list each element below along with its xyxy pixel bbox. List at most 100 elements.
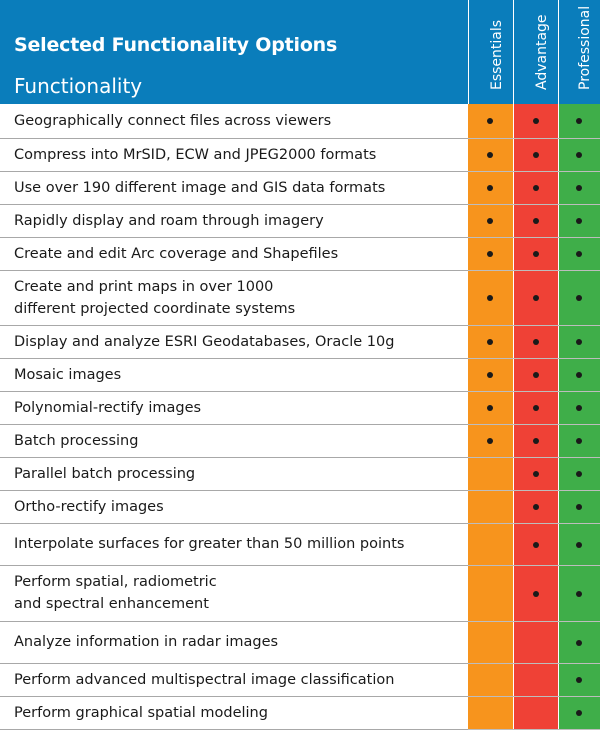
cell-professional [557, 204, 600, 238]
cell-advantage [512, 325, 558, 359]
table-row: Rapidly display and roam through imagery [0, 204, 600, 238]
cell-professional [557, 696, 600, 730]
table-row: Create and edit Arc coverage and Shapefi… [0, 237, 600, 271]
tier-label-advantage: Advantage [533, 14, 550, 90]
included-bullet-icon [532, 541, 539, 548]
cell-professional [557, 391, 600, 425]
included-bullet-icon [532, 218, 539, 224]
cell-professional [557, 270, 600, 326]
table-row: Polynomial-rectify images [0, 391, 600, 425]
included-bullet-icon [532, 590, 539, 597]
included-bullet-icon [576, 372, 583, 378]
table-row: Display and analyze ESRI Geodatabases, O… [0, 325, 600, 359]
table-header: Selected Functionality Options Functiona… [0, 0, 600, 104]
cell-essentials [468, 565, 513, 622]
table-row: Use over 190 different image and GIS dat… [0, 171, 600, 205]
included-bullet-icon [532, 405, 539, 411]
feature-label: Parallel batch processing [0, 457, 468, 491]
table-row: Batch processing [0, 424, 600, 458]
table-row: Mosaic images [0, 358, 600, 392]
feature-label: Perform spatial, radiometric and spectra… [0, 565, 468, 622]
cell-professional [557, 457, 600, 491]
header-title-cell: Selected Functionality Options Functiona… [0, 0, 469, 104]
included-bullet-icon [487, 218, 494, 224]
feature-label: Interpolate surfaces for greater than 50… [0, 523, 468, 566]
cell-essentials [468, 523, 513, 566]
cell-essentials [468, 104, 513, 139]
included-bullet-icon [532, 372, 539, 378]
cell-advantage [512, 565, 558, 622]
table-row: Ortho-rectify images [0, 490, 600, 524]
table-row: Interpolate surfaces for greater than 50… [0, 523, 600, 566]
included-bullet-icon [576, 185, 583, 191]
table-row: Create and print maps in over 1000 diffe… [0, 270, 600, 326]
included-bullet-icon [487, 295, 494, 301]
cell-advantage [512, 424, 558, 458]
cell-professional [557, 171, 600, 205]
cell-professional [557, 138, 600, 172]
cell-advantage [512, 104, 558, 139]
included-bullet-icon [576, 295, 583, 301]
cell-essentials [468, 424, 513, 458]
cell-professional [557, 490, 600, 524]
cell-essentials [468, 696, 513, 730]
cell-essentials [468, 457, 513, 491]
tier-header-professional: Professional [557, 0, 600, 104]
cell-advantage [512, 138, 558, 172]
cell-professional [557, 621, 600, 664]
cell-advantage [512, 358, 558, 392]
included-bullet-icon [576, 405, 583, 411]
feature-label: Geographically connect files across view… [0, 104, 468, 139]
cell-essentials [468, 621, 513, 664]
cell-advantage [512, 490, 558, 524]
feature-label: Compress into MrSID, ECW and JPEG2000 fo… [0, 138, 468, 172]
cell-advantage [512, 457, 558, 491]
feature-rows: Geographically connect files across view… [0, 104, 600, 730]
cell-advantage [512, 171, 558, 205]
table-row: Parallel batch processing [0, 457, 600, 491]
cell-advantage [512, 204, 558, 238]
feature-label: Display and analyze ESRI Geodatabases, O… [0, 325, 468, 359]
cell-professional [557, 104, 600, 139]
cell-professional [557, 424, 600, 458]
included-bullet-icon [532, 251, 539, 257]
cell-professional [557, 663, 600, 697]
cell-advantage [512, 621, 558, 664]
included-bullet-icon [576, 251, 583, 257]
tier-label-essentials: Essentials [488, 19, 505, 90]
cell-professional [557, 325, 600, 359]
included-bullet-icon [576, 639, 583, 646]
cell-essentials [468, 138, 513, 172]
cell-essentials [468, 325, 513, 359]
included-bullet-icon [487, 118, 494, 125]
included-bullet-icon [487, 251, 494, 257]
table-row: Perform advanced multispectral image cla… [0, 663, 600, 697]
feature-label: Rapidly display and roam through imagery [0, 204, 468, 238]
included-bullet-icon [487, 152, 494, 158]
cell-advantage [512, 237, 558, 271]
cell-professional [557, 565, 600, 622]
included-bullet-icon [576, 541, 583, 548]
cell-essentials [468, 237, 513, 271]
included-bullet-icon [576, 504, 583, 510]
cell-advantage [512, 696, 558, 730]
cell-essentials [468, 391, 513, 425]
cell-essentials [468, 490, 513, 524]
included-bullet-icon [532, 438, 539, 444]
cell-essentials [468, 204, 513, 238]
cell-advantage [512, 270, 558, 326]
included-bullet-icon [576, 438, 583, 444]
included-bullet-icon [576, 710, 583, 716]
feature-label: Perform advanced multispectral image cla… [0, 663, 468, 697]
included-bullet-icon [576, 677, 583, 683]
included-bullet-icon [532, 185, 539, 191]
table-subtitle: Functionality [14, 74, 143, 98]
feature-label: Use over 190 different image and GIS dat… [0, 171, 468, 205]
table-row: Analyze information in radar images [0, 621, 600, 664]
included-bullet-icon [576, 118, 583, 125]
included-bullet-icon [487, 339, 494, 345]
cell-essentials [468, 358, 513, 392]
tier-header-essentials: Essentials [467, 0, 513, 104]
feature-label: Create and print maps in over 1000 diffe… [0, 270, 468, 326]
included-bullet-icon [532, 504, 539, 510]
